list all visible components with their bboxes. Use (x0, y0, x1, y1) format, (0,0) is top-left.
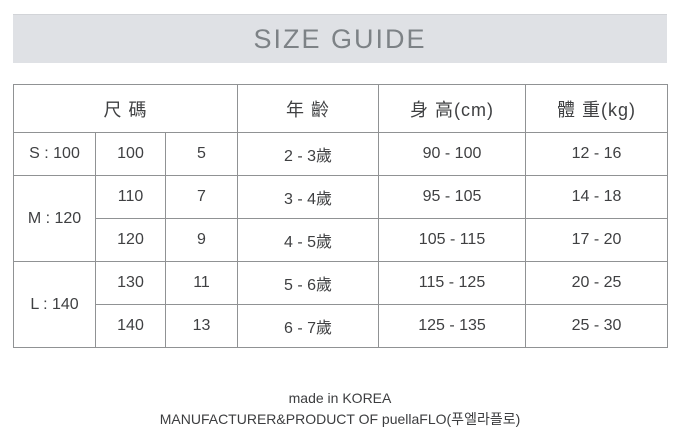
table-header-row: 尺 碼 年 齡 身 高(cm) 體 重(kg) (12, 84, 669, 133)
header-weight: 體 重(kg) (525, 84, 669, 133)
cell-size: 120 (95, 218, 166, 262)
header-height: 身 高(cm) (378, 84, 527, 133)
table-row: M : 120 110 7 3 - 4歲 95 - 105 14 - 18 (13, 175, 669, 262)
size-group-label: L : 140 (13, 261, 96, 348)
cell-num: 5 (164, 132, 239, 176)
table-row: L : 140 130 11 5 - 6歲 115 - 125 20 - 25 (13, 261, 669, 348)
cell-height: 105 - 115 (378, 218, 527, 262)
size-guide-title-bar: SIZE GUIDE (13, 14, 667, 63)
header-size: 尺 碼 (12, 84, 239, 133)
cell-size: 100 (95, 132, 166, 176)
header-age: 年 齡 (237, 84, 380, 133)
cell-weight: 20 - 25 (525, 261, 669, 305)
size-group-label: M : 120 (13, 175, 96, 262)
made-in-text: made in KOREA (288, 390, 392, 406)
cell-weight: 14 - 18 (525, 175, 669, 219)
cell-height: 95 - 105 (378, 175, 527, 219)
size-guide-table: 尺 碼 年 齡 身 高(cm) 體 重(kg) S : 100 100 5 2 … (12, 84, 669, 348)
size-group-label: S : 100 (13, 132, 96, 176)
cell-height: 125 - 135 (378, 304, 527, 348)
cell-age: 6 - 7歲 (237, 304, 380, 348)
cell-weight: 25 - 30 (525, 304, 669, 348)
cell-size: 130 (95, 261, 166, 305)
cell-age: 4 - 5歲 (237, 218, 380, 262)
manufacturer-text: MANUFACTURER&PRODUCT OF puellaFLO(푸엘라플로) (159, 411, 521, 427)
cell-age: 3 - 4歲 (237, 175, 380, 219)
cell-weight: 12 - 16 (525, 132, 669, 176)
cell-age: 5 - 6歲 (237, 261, 380, 305)
cell-size: 140 (95, 304, 166, 348)
cell-weight: 17 - 20 (525, 218, 669, 262)
cell-height: 115 - 125 (378, 261, 527, 305)
cell-num: 11 (164, 261, 239, 305)
cell-num: 13 (164, 304, 239, 348)
cell-size: 110 (95, 175, 166, 219)
table-row: 140 13 6 - 7歲 125 - 135 25 - 30 (14, 304, 669, 348)
cell-height: 90 - 100 (378, 132, 527, 176)
table-row: 120 9 4 - 5歲 105 - 115 17 - 20 (14, 218, 669, 262)
footer: made in KOREA MANUFACTURER&PRODUCT OF pu… (0, 388, 680, 430)
page-title: SIZE GUIDE (253, 23, 427, 54)
cell-num: 9 (164, 218, 239, 262)
cell-num: 7 (164, 175, 239, 219)
cell-age: 2 - 3歲 (237, 132, 380, 176)
table-row: S : 100 100 5 2 - 3歲 90 - 100 12 - 16 (13, 132, 669, 176)
